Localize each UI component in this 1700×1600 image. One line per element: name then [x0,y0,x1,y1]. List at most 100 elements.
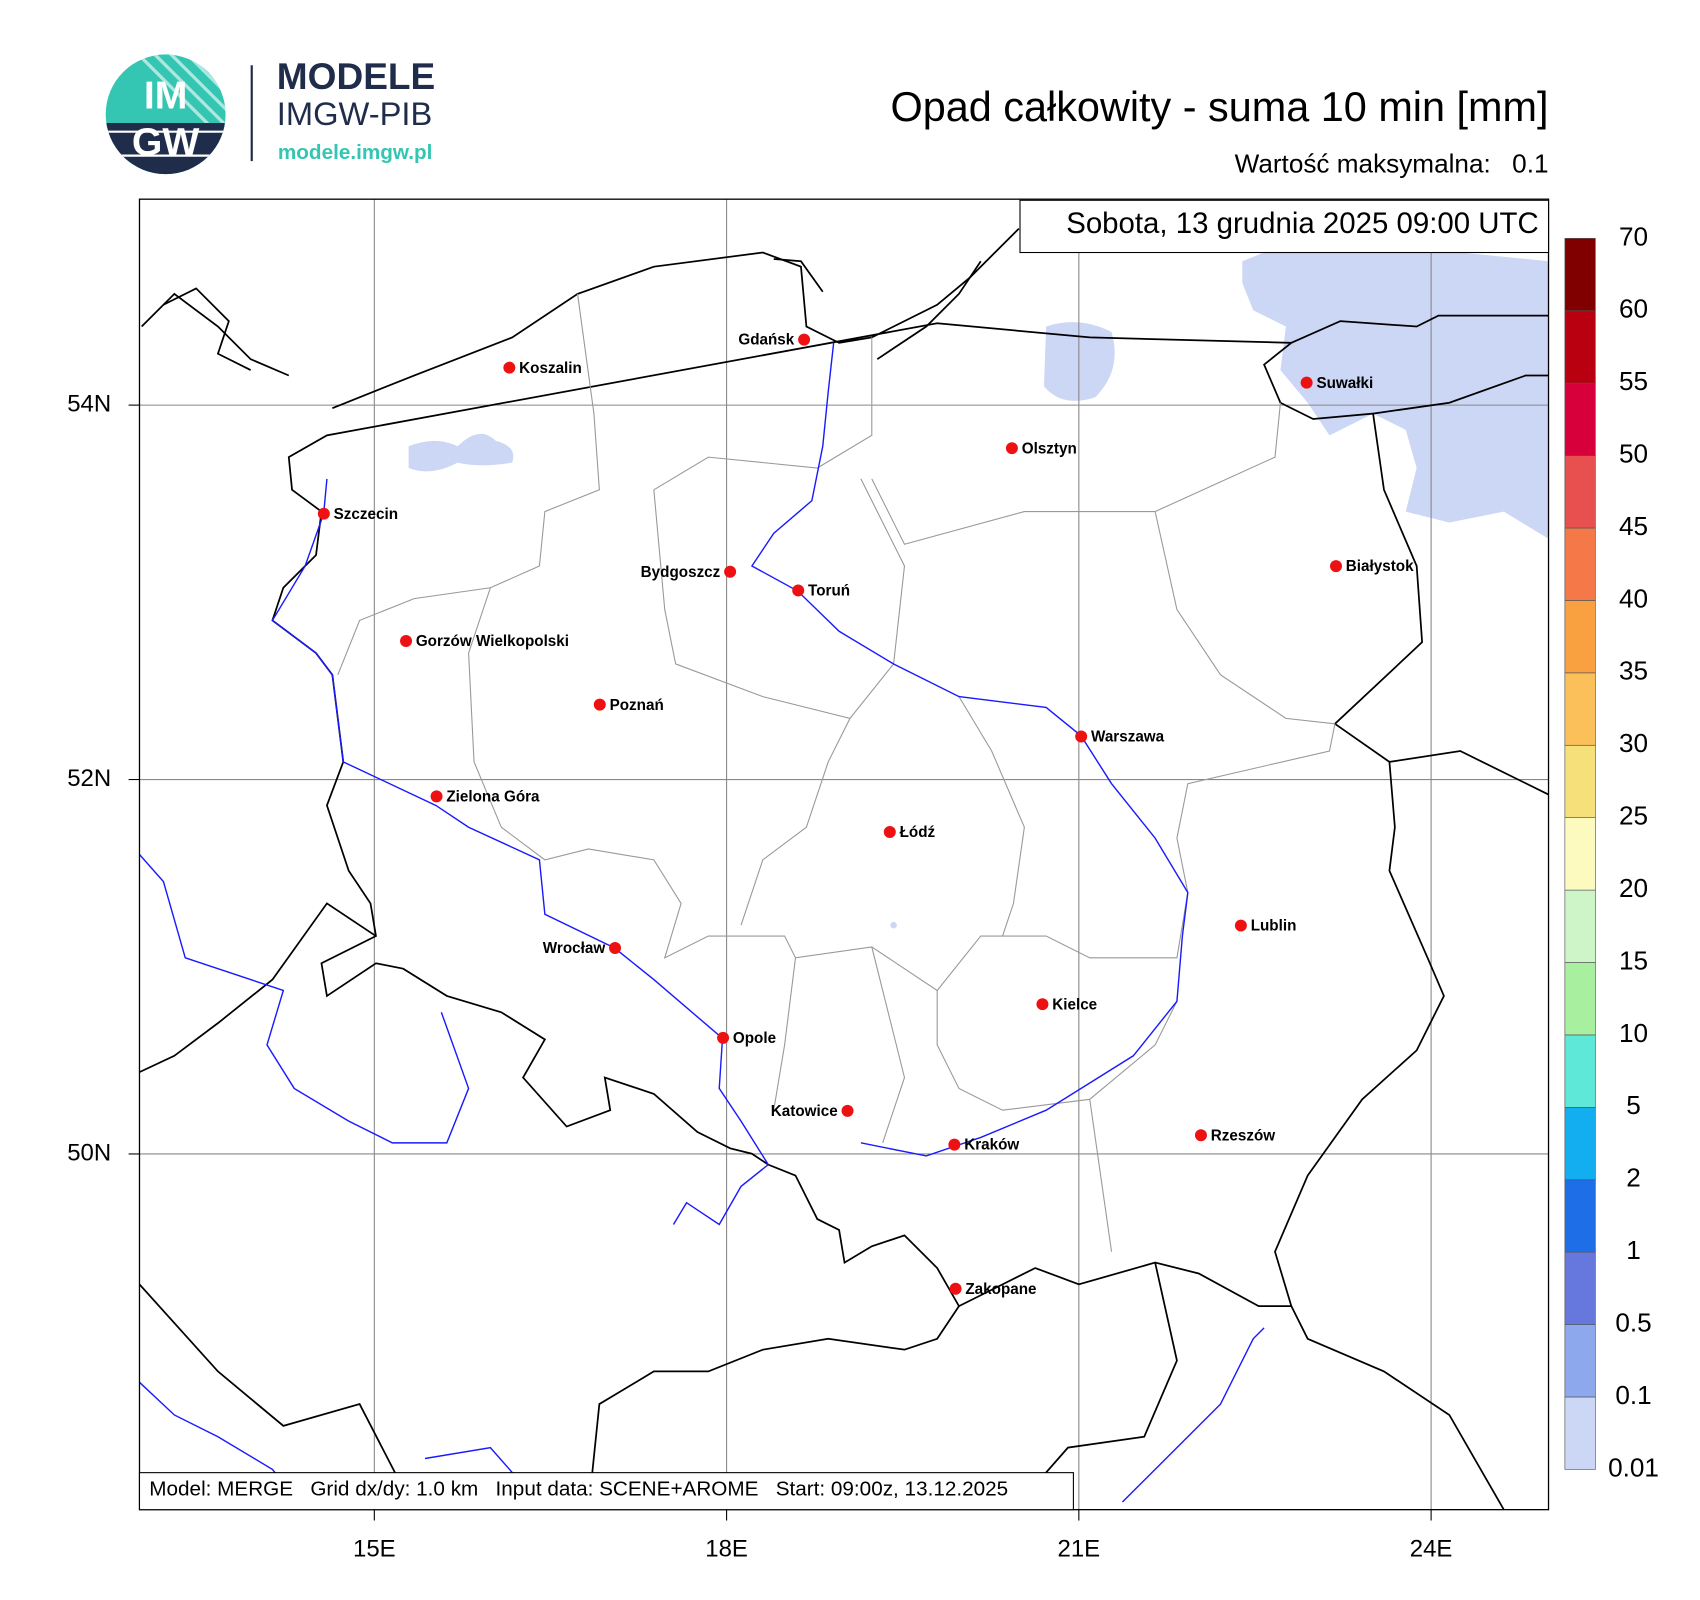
city-marker [400,635,413,647]
city-label: Kraków [964,1137,1019,1154]
y-tick-label: 50N [67,1139,111,1166]
brand-url: modele.imgw.pl [278,141,433,164]
city-marker [1234,919,1247,932]
brand-sub: IMGW-PIB [277,95,433,132]
colorbar-label: 55 [1619,366,1648,396]
max-value: 0.1 [1512,148,1548,178]
colorbar-box [1564,1179,1596,1253]
city-marker [798,333,811,346]
colorbar-label: 35 [1619,656,1648,686]
x-tick-label: 18E [705,1535,748,1562]
city-marker [792,584,805,597]
logo-waves [105,130,226,157]
logo-text-bottom: GW [132,121,200,164]
colorbar-box [1564,600,1596,674]
colorbar-label: 50 [1619,439,1648,469]
city-label: Lublin [1251,918,1297,935]
colorbar-box [1564,382,1596,456]
vistula [750,342,1189,1157]
max-label: Wartość maksymalna: [1235,148,1491,178]
city-label: Zakopane [965,1281,1036,1298]
x-tick-label: 24E [1410,1535,1453,1562]
hel-peninsula [773,258,824,293]
logo-text-top: IM [144,74,188,117]
y-tick-label: 52N [67,765,111,792]
colorbar-box [1564,238,1596,312]
city-label: Poznań [610,697,664,714]
city-marker [1330,560,1342,573]
colorbar-label: 0.01 [1608,1452,1659,1482]
city-marker [949,1282,962,1295]
city-label: Białystok [1346,558,1414,575]
colorbar-label: 20 [1619,873,1648,903]
city-marker [430,790,443,803]
city-marker [948,1138,961,1151]
city-marker [1036,998,1049,1011]
city-label: Toruń [808,583,850,600]
map-title: Opad całkowity - suma 10 min [mm] [891,84,1549,130]
colorbar-label: 45 [1619,511,1648,541]
city-label: Suwałki [1316,375,1373,392]
city-marker [1005,442,1018,455]
city-marker [724,565,737,578]
city-label: Koszalin [519,360,582,377]
city-label: Warszawa [1091,729,1165,746]
colorbar-box [1564,1324,1596,1398]
other-borders [139,292,1549,1510]
colorbar-box [1564,672,1596,746]
city-label: Łódź [900,824,936,841]
oder [271,478,769,1166]
city-label: Katowice [771,1103,838,1120]
colorbar-label: 40 [1619,583,1648,613]
city-marker [883,825,896,838]
voivodeship-borders [337,293,1336,1252]
colorbar-box [1564,962,1596,1036]
axis-ticks: 15E 18E 21E 24E 50N 52N 54N [67,390,1452,1562]
rivers [139,342,1265,1510]
city-label: Wrocław [543,940,606,957]
colorbar-box [1564,889,1596,963]
colorbar-label: 5 [1626,1090,1641,1120]
colorbar-box [1564,1034,1596,1108]
colorbar-label: 10 [1619,1018,1648,1048]
poland-border [271,227,1445,1308]
city-label: Kielce [1052,996,1097,1013]
valid-time: Sobota, 13 grudnia 2025 09:00 UTC [1066,207,1539,240]
map-body: Gdańsk Koszalin Szczecin Suwałki Olsztyn Bydg… [139,199,1549,1510]
colorbar-box [1564,527,1596,601]
city-marker [841,1104,854,1117]
y-tick-label: 54N [67,390,111,417]
cities: Gdańsk Koszalin Szczecin Suwałki Olsztyn Bydg… [317,332,1414,1298]
colorbar-label: 2 [1626,1163,1641,1193]
colorbar-label: 30 [1619,728,1648,758]
borders [139,227,1549,1510]
lagoon [163,260,982,371]
precip-areas [408,252,1549,929]
city-label: Bydgoszcz [641,564,721,581]
city-marker [1194,1129,1207,1142]
city-label: Opole [733,1030,776,1047]
colorbar-box [1564,1396,1596,1470]
city-marker [317,507,330,520]
city-marker [1300,376,1313,389]
colorbar-box [1564,310,1596,384]
colorbar-box [1564,744,1596,818]
city-marker [503,361,516,374]
footer: Model: MERGE Grid dx/dy: 1.0 km Input da… [149,1478,1008,1501]
other-rivers [139,853,1265,1510]
colorbar-label: 60 [1619,294,1648,324]
x-tick-label: 15E [353,1535,396,1562]
city-label: Rzeszów [1211,1127,1276,1144]
city-label: Zielona Góra [446,789,540,806]
footer-box [138,1472,1074,1511]
colorbar-box [1564,455,1596,529]
city-marker [1075,730,1088,743]
city-marker [609,942,622,955]
city-marker [593,698,606,711]
grid [139,199,1549,1510]
colorbar-box [1564,1251,1596,1325]
colorbar-label: 1 [1626,1235,1641,1265]
colorbar-label: 0.5 [1615,1307,1651,1337]
